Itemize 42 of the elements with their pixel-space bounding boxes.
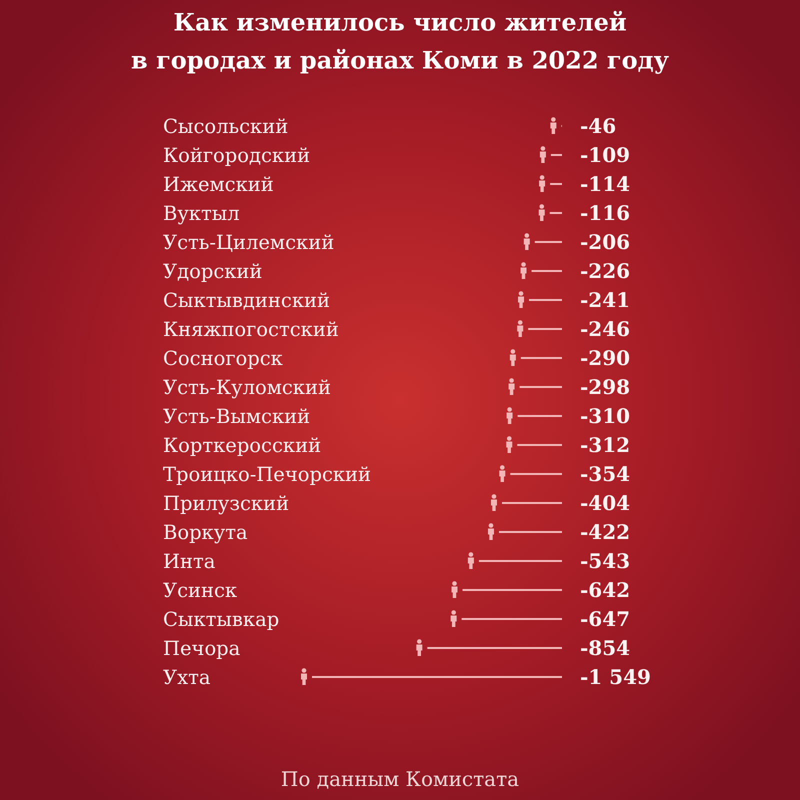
- data-label: -642: [580, 578, 630, 602]
- data-label: -290: [580, 346, 630, 370]
- y-tick-label: Инта: [163, 550, 216, 573]
- data-label: -854: [580, 636, 630, 660]
- data-label: -312: [580, 433, 630, 457]
- y-tick-label: Княжпогостский: [163, 318, 339, 341]
- text: По данным Комистата: [280, 767, 520, 791]
- chart-title: Как изменилось число жителей в городах и районах Коми в 2022 году: [131, 7, 670, 74]
- data-label: -298: [580, 375, 630, 399]
- y-tick-label: Ухта: [163, 666, 211, 689]
- data-label: -543: [580, 549, 630, 573]
- y-tick-label: Сысольский: [163, 114, 288, 138]
- y-tick-label: Койгородский: [163, 144, 310, 167]
- y-tick-label: Удорский: [163, 260, 262, 283]
- y-tick-label: Усть-Куломский: [163, 376, 331, 399]
- data-label: -241: [580, 288, 630, 312]
- y-tick-label: Воркута: [163, 520, 248, 544]
- y-tick-label: Усть-Вымский: [163, 404, 310, 428]
- data-label: -116: [580, 201, 630, 225]
- y-tick-label: Усть-Цилемский: [163, 230, 334, 254]
- y-tick-label: Корткеросский: [163, 434, 322, 457]
- y-tick-label: Троицко-Печорский: [163, 462, 372, 486]
- data-label: -422: [580, 520, 630, 544]
- data-label: -114: [580, 172, 630, 196]
- data-label: -310: [580, 404, 630, 428]
- y-tick-label: Ижемский: [163, 172, 274, 196]
- y-tick-label: Прилузский: [163, 492, 290, 515]
- data-label: -246: [580, 317, 630, 341]
- data-label: -226: [580, 259, 630, 283]
- data-label: -647: [580, 607, 630, 631]
- data-label: -354: [580, 462, 630, 486]
- data-label: -46: [580, 114, 616, 138]
- y-tick-label: Усинск: [163, 578, 238, 602]
- y-tick-label: Сосногорск: [163, 346, 283, 370]
- y-tick-label: Сыктывкар: [163, 608, 280, 631]
- y-tick-label: Печора: [163, 636, 241, 660]
- data-label: -206: [580, 230, 630, 254]
- data-label: -109: [580, 143, 630, 167]
- y-tick-label: Вуктыл: [163, 202, 240, 225]
- data-label: -404: [580, 491, 630, 515]
- data-label: -1 549: [580, 665, 651, 689]
- y-tick-label: Сыктывдинский: [163, 288, 330, 312]
